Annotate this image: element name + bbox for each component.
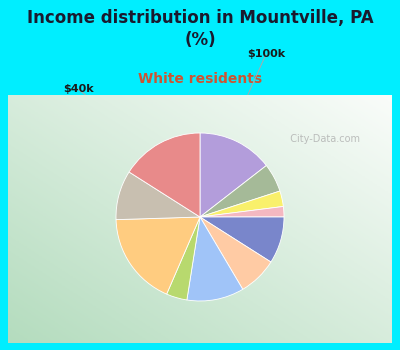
Wedge shape [187, 217, 243, 301]
Text: > $200k: > $200k [312, 154, 364, 164]
Wedge shape [200, 217, 284, 262]
Text: $100k: $100k [247, 49, 285, 59]
Text: $10k: $10k [323, 123, 353, 133]
Wedge shape [116, 217, 200, 294]
Text: $75k: $75k [197, 298, 227, 308]
Text: City-Data.com: City-Data.com [284, 134, 360, 144]
Text: $60k: $60k [273, 273, 303, 283]
Wedge shape [129, 133, 200, 217]
Wedge shape [116, 172, 200, 220]
Wedge shape [200, 166, 280, 217]
Text: $20k: $20k [323, 186, 353, 196]
Text: $150k: $150k [11, 181, 49, 190]
Wedge shape [200, 191, 283, 217]
Text: $200k: $200k [23, 244, 61, 253]
Text: $40k: $40k [63, 84, 93, 94]
Wedge shape [167, 217, 200, 300]
Text: Income distribution in Mountville, PA
(%): Income distribution in Mountville, PA (%… [27, 9, 373, 49]
Wedge shape [200, 133, 266, 217]
Wedge shape [200, 217, 271, 289]
Wedge shape [200, 206, 284, 217]
Text: $125k: $125k [311, 221, 349, 231]
Text: White residents: White residents [138, 72, 262, 86]
Text: $30k: $30k [103, 298, 133, 308]
